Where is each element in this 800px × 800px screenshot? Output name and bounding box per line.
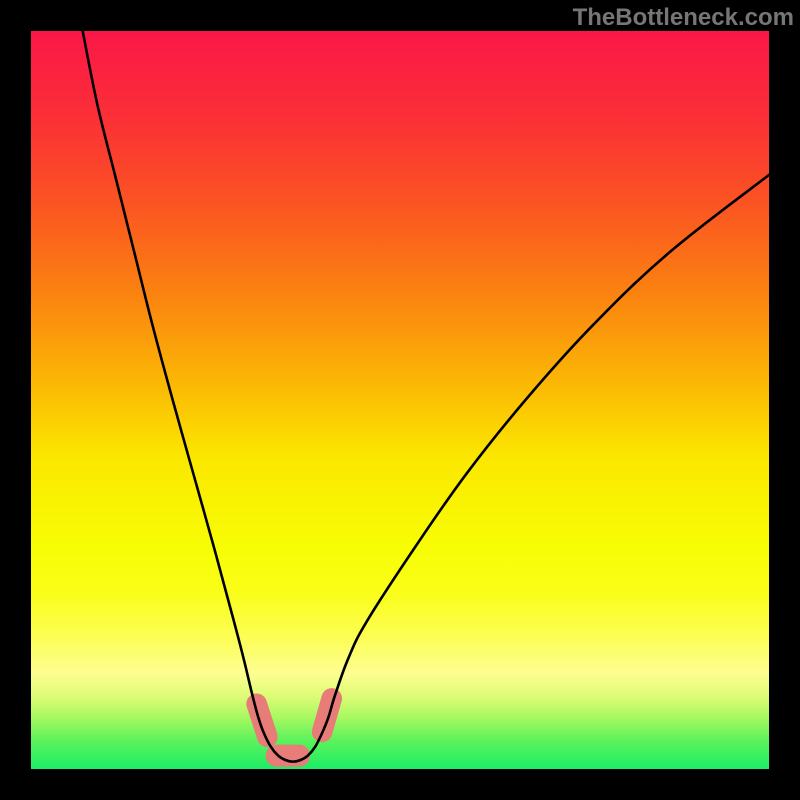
plot-background [31, 31, 769, 769]
plot-svg [31, 31, 769, 769]
bottleneck-plot [31, 31, 769, 769]
watermark-text: TheBottleneck.com [573, 4, 794, 32]
